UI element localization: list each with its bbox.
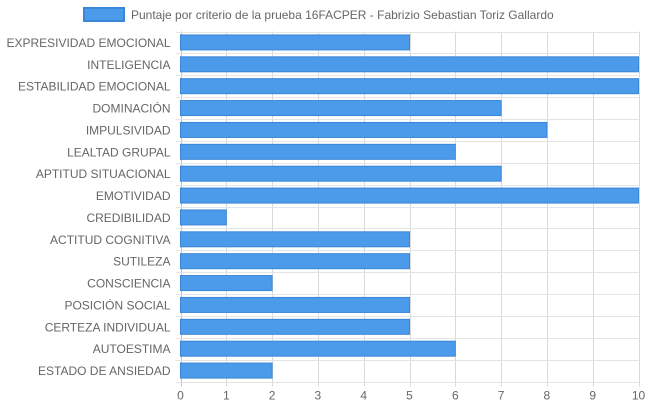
category-label: CERTEZA INDIVIDUAL (45, 320, 171, 334)
x-tick-label: 5 (406, 389, 413, 403)
bar[interactable] (180, 165, 502, 182)
bar[interactable] (180, 100, 502, 117)
category-label: EMOTIVIDAD (96, 189, 171, 203)
category-label: DOMINACIÓN (93, 101, 171, 116)
bar[interactable] (180, 318, 410, 335)
bars-layer (180, 34, 639, 379)
bar[interactable] (180, 275, 273, 292)
x-tick-label: 9 (589, 389, 596, 403)
category-label: POSICIÓN SOCIAL (64, 297, 170, 312)
category-label: CREDIBILIDAD (86, 211, 170, 225)
x-tick-label: 7 (498, 389, 505, 403)
bar[interactable] (180, 340, 456, 357)
legend-swatch[interactable] (83, 7, 125, 22)
category-label: SUTILEZA (113, 255, 170, 269)
x-tick-label: 0 (177, 389, 184, 403)
x-tick-label: 10 (632, 389, 646, 403)
bar[interactable] (180, 143, 456, 160)
x-tick-label: 4 (360, 389, 367, 403)
x-tick-label: 3 (315, 389, 322, 403)
bar[interactable] (180, 121, 548, 138)
bar[interactable] (180, 231, 410, 248)
category-label: INTELIGENCIA (87, 58, 170, 72)
bar[interactable] (180, 296, 410, 313)
category-label: ACTITUD COGNITIVA (50, 233, 170, 247)
bar[interactable] (180, 253, 410, 270)
category-label: APTITUD SITUACIONAL (36, 167, 171, 181)
category-label: IMPULSIVIDAD (86, 123, 171, 137)
bar[interactable] (180, 34, 410, 51)
legend[interactable]: Puntaje por criterio de la prueba 16FACP… (83, 7, 554, 22)
category-label: EXPRESIVIDAD EMOCIONAL (6, 36, 170, 50)
bar[interactable] (180, 56, 639, 73)
x-tick-label: 1 (223, 389, 230, 403)
x-axis-ticks: 0 1 2 3 4 5 6 7 8 9 10 (177, 389, 645, 403)
category-label: AUTOESTIMA (93, 342, 171, 356)
legend-label[interactable]: Puntaje por criterio de la prueba 16FACP… (131, 8, 554, 22)
bar[interactable] (180, 78, 639, 95)
category-label: ESTABILIDAD EMOCIONAL (18, 80, 171, 94)
bar[interactable] (180, 362, 273, 379)
category-label: CONSCIENCIA (87, 277, 170, 291)
x-tick-label: 6 (452, 389, 459, 403)
bar[interactable] (180, 209, 227, 226)
x-tick-label: 8 (544, 389, 551, 403)
category-label: LEALTAD GRUPAL (67, 145, 171, 159)
category-labels: EXPRESIVIDAD EMOCIONAL INTELIGENCIA ESTABI… (6, 36, 170, 378)
bar[interactable] (180, 187, 639, 204)
category-label: ESTADO DE ANSIEDAD (38, 364, 171, 378)
x-tick-label: 2 (269, 389, 276, 403)
